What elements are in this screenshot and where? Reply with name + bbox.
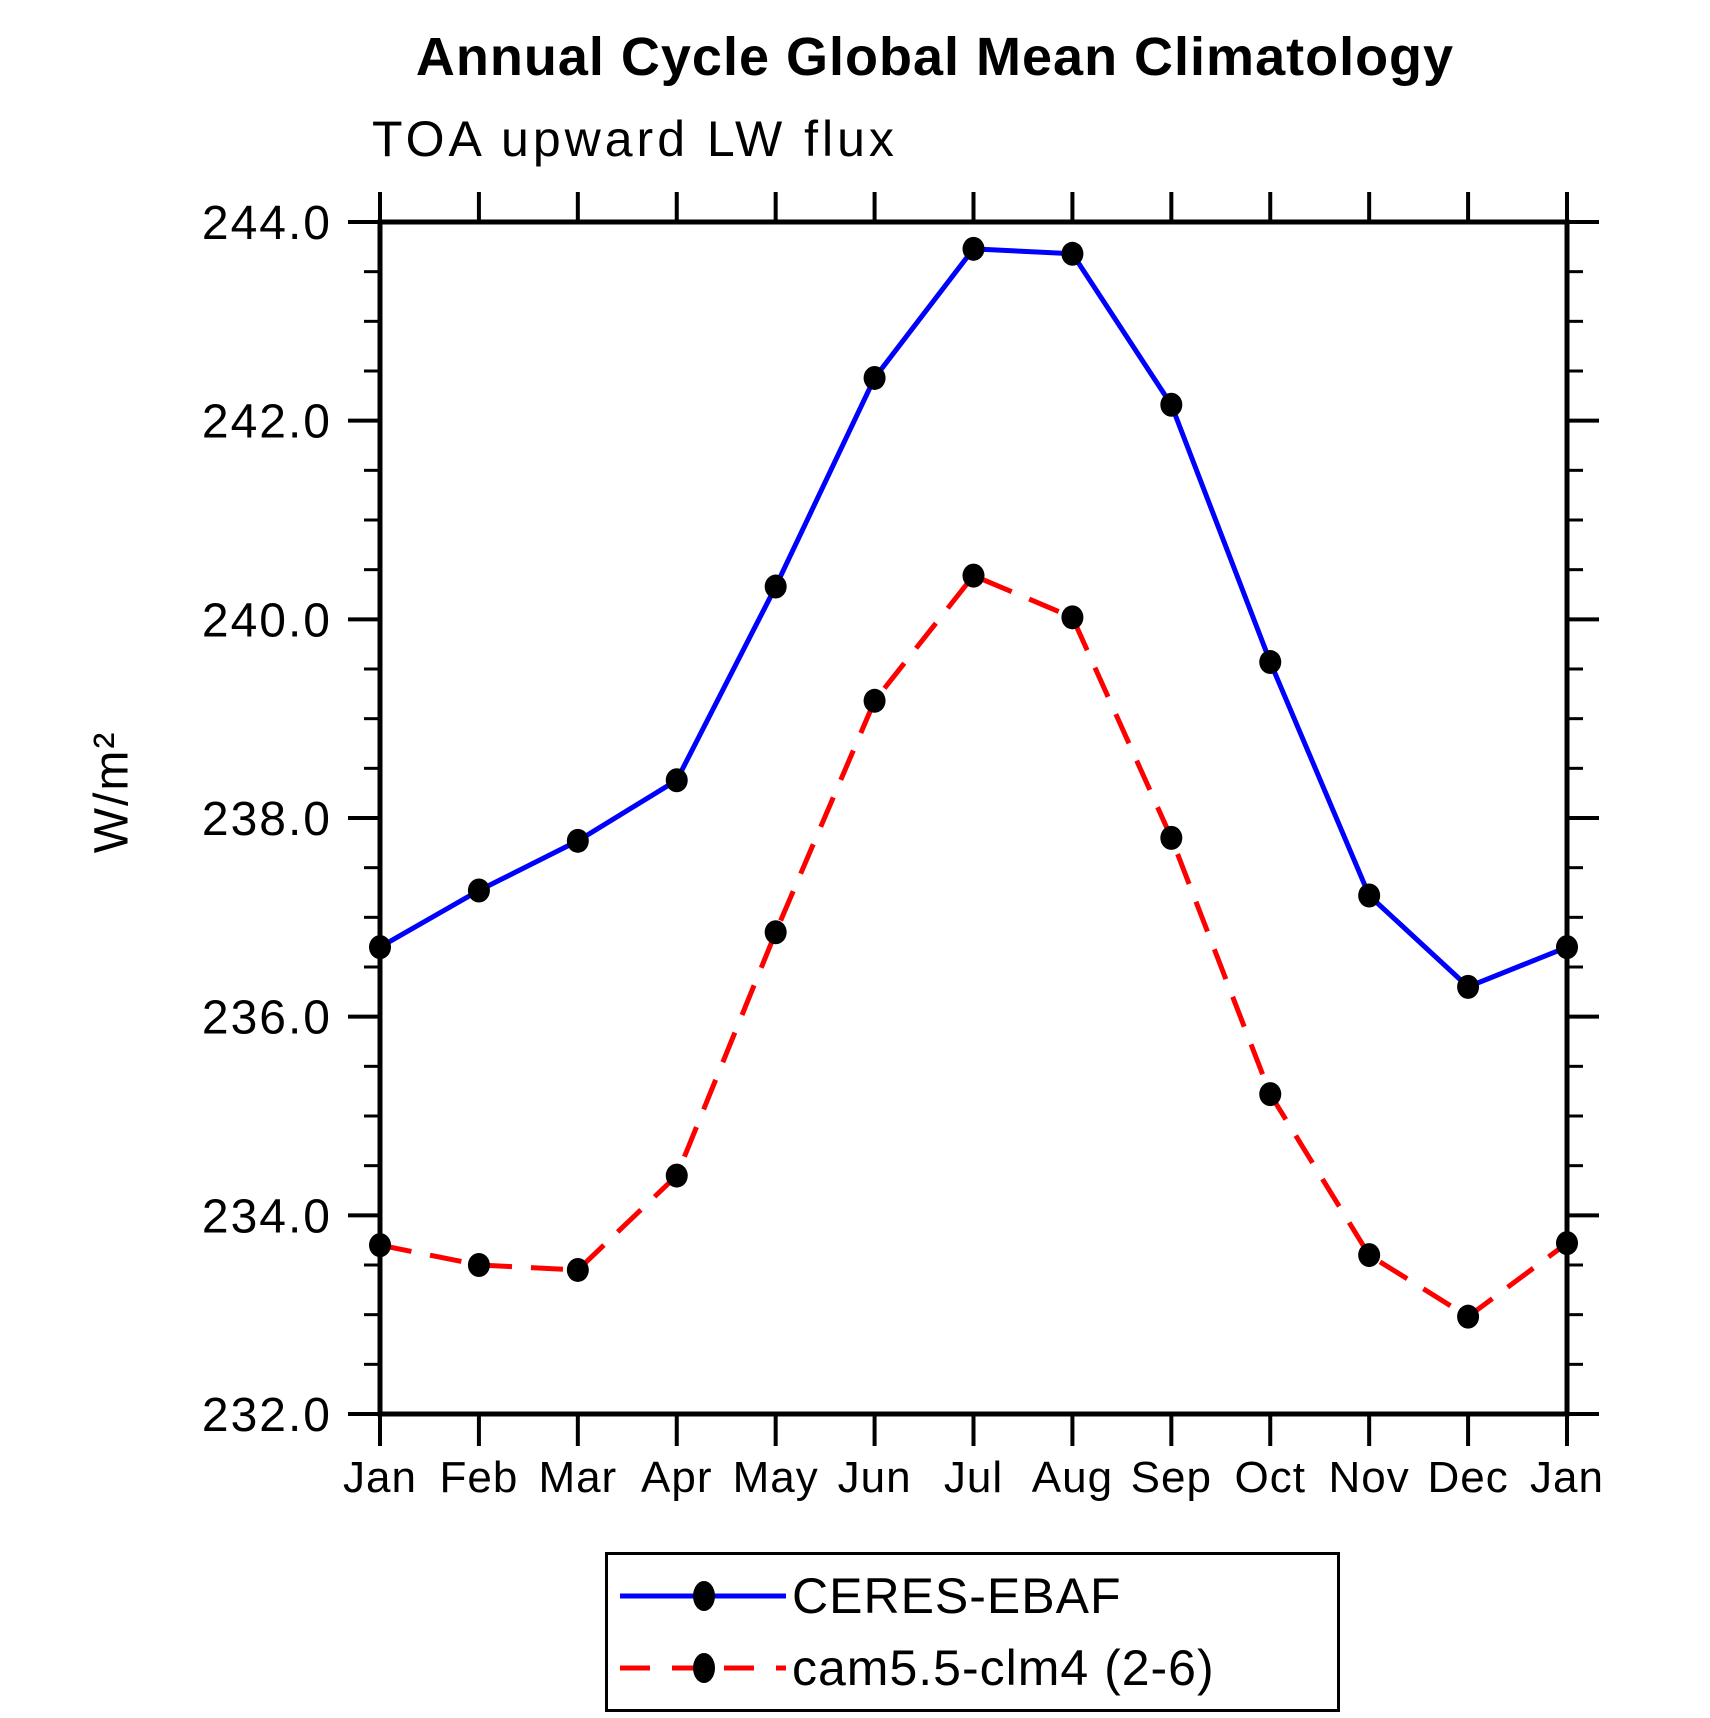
x-tick-label: Nov	[1329, 1453, 1410, 1502]
x-tick-label: Oct	[1235, 1453, 1306, 1502]
cam5-5-clm4-data-point-marker	[467, 1253, 490, 1277]
ceres-ebaf-data-point-marker	[863, 365, 886, 390]
cam5-5-clm4-legend-swatch	[620, 1653, 786, 1684]
cam5-5-clm4-data-point-marker	[1061, 605, 1084, 630]
ceres-ebaf-data-point-marker	[1358, 883, 1381, 908]
ceres-ebaf-data-point-marker	[1457, 974, 1480, 999]
cam5-5-clm4-data-point-marker	[1160, 825, 1183, 850]
x-tick-label: Feb	[440, 1453, 519, 1502]
legend-row-ceres-ebaf: CERES-EBAF	[612, 1564, 1337, 1628]
ceres-ebaf-data-point-marker	[1556, 935, 1578, 960]
cam5-5-clm4-data-point-marker	[962, 563, 985, 588]
y-tick-label: 240.0	[202, 594, 332, 647]
cam5-5-clm4-data-point-marker	[369, 1233, 391, 1258]
chart-title: Annual Cycle Global Mean Climatology	[415, 27, 1455, 87]
cam5-5-clm4-data-point-marker	[764, 920, 787, 945]
ceres-ebaf-data-point-marker	[665, 768, 688, 793]
x-tick-label: Sep	[1131, 1453, 1212, 1502]
ceres-ebaf-data-point-marker	[566, 828, 589, 853]
x-tick-label: Aug	[1032, 1453, 1113, 1502]
x-tick-label: Apr	[641, 1453, 712, 1502]
y-tick-label: 236.0	[202, 992, 332, 1045]
ceres-ebaf-data-point-marker	[1259, 650, 1282, 675]
legend-row-cam5-5-clm4: cam5.5-clm4 (2-6)	[612, 1636, 1337, 1700]
y-tick-label: 232.0	[202, 1389, 332, 1442]
x-tick-label: Mar	[538, 1453, 617, 1502]
ceres-ebaf-line	[378, 246, 1568, 990]
ceres-ebaf-data-point-marker	[962, 236, 985, 261]
cam5-5-clm4-data-point-marker	[566, 1257, 589, 1282]
y-tick-label: 238.0	[202, 793, 332, 846]
cam5-5-clm4-data-point-marker	[1259, 1082, 1282, 1107]
legend-label-cam5-5-clm4: cam5.5-clm4 (2-6)	[792, 1640, 1215, 1697]
y-tick-label: 244.0	[202, 197, 332, 250]
ceres-ebaf-data-point-marker	[764, 574, 787, 599]
x-tick-label: Jul	[944, 1453, 1003, 1502]
cam5-5-clm4-data-point-marker	[1457, 1304, 1480, 1329]
cam5-5-clm4-data-point-marker	[665, 1163, 688, 1188]
x-tick-label: May	[733, 1453, 819, 1502]
ceres-ebaf-data-point-marker	[1061, 241, 1084, 266]
chart-subtitle: TOA upward LW flux	[372, 111, 898, 167]
x-tick-label: Jan	[343, 1453, 417, 1502]
x-tick-label: Jun	[838, 1453, 912, 1502]
y-tick-label: 242.0	[202, 396, 332, 449]
ceres-ebaf-data-point-marker	[369, 935, 391, 960]
ceres-ebaf-data-point-marker	[1160, 392, 1183, 417]
cam5-5-clm4-line	[379, 573, 1569, 1320]
cam5-5-clm4-data-point-marker	[1556, 1231, 1578, 1256]
ceres-ebaf-data-point-marker	[467, 878, 490, 903]
ceres-ebaf-legend-swatch	[620, 1580, 786, 1611]
x-tick-label: Jan	[1530, 1453, 1604, 1502]
cam5-5-clm4-data-point-marker	[863, 688, 886, 713]
y-tick-label: 234.0	[202, 1190, 332, 1243]
x-tick-label: Dec	[1427, 1453, 1508, 1502]
cam5-5-clm4-data-point-marker	[1358, 1243, 1381, 1268]
legend: CERES-EBAF cam5.5-clm4 (2-6)	[605, 1552, 1340, 1712]
plot-frame	[377, 219, 1570, 1417]
legend-label-ceres-ebaf: CERES-EBAF	[792, 1567, 1122, 1624]
